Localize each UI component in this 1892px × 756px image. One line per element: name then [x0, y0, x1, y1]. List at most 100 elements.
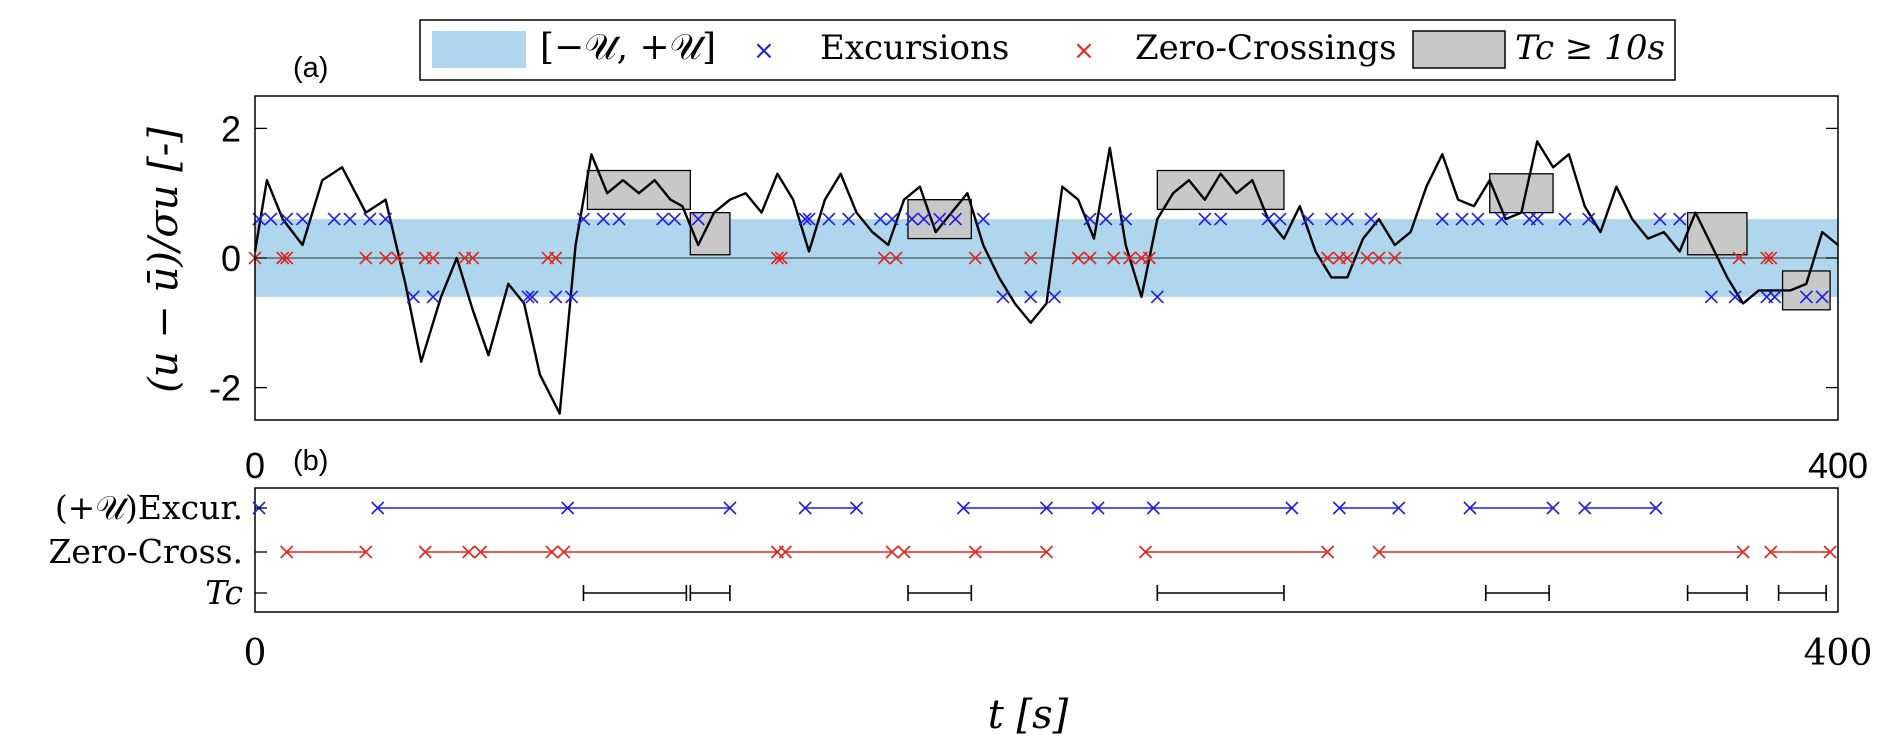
excursion-marker	[802, 212, 816, 226]
legend-band-label: [−𝒰, +𝒰]	[540, 27, 716, 68]
zero-crossing-marker-stroke-b	[1107, 251, 1121, 265]
zero-crossing-marker-stroke-b	[1372, 251, 1386, 265]
row-marker	[956, 501, 970, 515]
row-marker-stroke-b	[1285, 501, 1299, 515]
excursion-marker	[1261, 212, 1275, 226]
excursion-marker-stroke-b	[295, 212, 310, 226]
zero-crossing-marker	[276, 251, 290, 265]
excursion-marker	[798, 212, 812, 226]
excursion-marker	[1704, 290, 1718, 304]
row-marker	[1332, 501, 1346, 515]
excursion-marker	[691, 212, 705, 226]
row-marker	[418, 545, 432, 559]
excursion-marker	[1273, 212, 1287, 226]
row-marker-stroke-b	[474, 545, 488, 559]
row-marker	[1039, 545, 1054, 559]
panel-b-plot	[252, 487, 1839, 613]
excursion-marker-stroke-b	[802, 212, 816, 226]
zero-crossing-marker	[1388, 251, 1402, 265]
panel-a-ylabel: (u − ū)/σu [-]	[141, 127, 187, 393]
zero-crossing-marker-stroke-b	[968, 251, 982, 265]
zero-crossing-marker	[1083, 251, 1097, 265]
zero-crossing-marker-stroke-b	[1083, 251, 1097, 265]
zero-crossing-marker-stroke-b	[379, 251, 393, 265]
zero-crossing-marker-stroke-b	[877, 251, 891, 265]
excursion-marker-stroke-b	[1815, 290, 1829, 304]
excursion-marker	[822, 212, 836, 226]
excursion-marker	[1024, 290, 1038, 304]
excursion-marker	[406, 290, 420, 304]
row-marker-stroke-b	[1578, 501, 1592, 515]
row-marker	[557, 545, 571, 559]
zero-crossing-marker	[1340, 251, 1354, 265]
tc-box	[586, 169, 691, 211]
zero-crossing-marker-stroke-b	[390, 251, 405, 265]
row-marker	[1285, 501, 1299, 515]
excursion-marker-stroke-b	[1261, 212, 1275, 226]
zero-crossing-marker-stroke-b	[1764, 251, 1778, 265]
row-marker	[778, 545, 792, 559]
y-tick-label: -2	[209, 368, 241, 409]
excursion-marker-stroke-b	[1273, 212, 1287, 226]
excursion-marker-stroke-b	[1214, 212, 1228, 226]
row-marker-stroke-b	[462, 545, 476, 559]
row-marker	[1146, 501, 1160, 515]
legend-tc-swatch	[1412, 30, 1506, 69]
row-marker-stroke-b	[968, 545, 982, 559]
excursion-marker-stroke-b	[1704, 290, 1718, 304]
panel-a-plot	[248, 95, 1839, 421]
row-marker-stroke-b	[885, 545, 899, 559]
zero-crossing-marker	[466, 251, 480, 265]
excursion-marker-stroke-b	[1099, 212, 1113, 226]
zero-crossing-marker	[1320, 251, 1335, 265]
zero-crossing-marker-stroke-b	[1760, 251, 1774, 265]
excursion-marker	[842, 212, 856, 226]
row-marker-stroke-b	[1764, 545, 1778, 559]
excursion-marker	[996, 290, 1010, 304]
zero-crossing-marker	[1372, 251, 1386, 265]
excursion-marker	[549, 290, 563, 304]
panel-b-frame	[254, 487, 1839, 613]
excursion-marker	[327, 212, 341, 226]
zero-crossing-marker-stroke-b	[1732, 251, 1746, 265]
x-tick-label: 400	[1808, 445, 1868, 486]
legend-band-swatch	[432, 31, 526, 68]
row-marker	[280, 545, 294, 559]
excursion-marker	[1364, 212, 1378, 226]
excursion-marker-stroke-b	[976, 212, 990, 226]
excursion-marker-stroke-b	[656, 212, 670, 226]
excursion-marker-stroke-b	[996, 290, 1010, 304]
row-marker-stroke-b	[1146, 501, 1160, 515]
row-marker-stroke-b	[723, 501, 737, 515]
zero-crossing-marker-stroke-b	[1320, 251, 1335, 265]
zero-crossing-marker	[1123, 251, 1137, 265]
excursion-marker	[295, 212, 310, 226]
row-marker-stroke-b	[1823, 545, 1837, 559]
excursion-marker-stroke-b	[1324, 212, 1339, 226]
excursion-marker	[1728, 290, 1742, 304]
excursion-marker-stroke-b	[798, 212, 812, 226]
legend-tc-label: Tc ≥ 10s	[1515, 28, 1665, 68]
excursion-marker-stroke-b	[327, 212, 341, 226]
panel-b-tag: (b)	[293, 445, 328, 477]
x-axis-label: t [s]	[988, 692, 1069, 738]
row-marker-stroke-b	[557, 545, 571, 559]
tc-box	[907, 199, 972, 240]
zero-crossing-marker-stroke-b	[276, 251, 290, 265]
zero-crossing-marker	[889, 251, 903, 265]
excursion-marker-stroke-b	[948, 212, 963, 226]
tc-box	[1489, 173, 1554, 214]
excursion-marker-stroke-b	[1198, 212, 1212, 226]
excursion-marker	[565, 290, 579, 304]
excursion-marker	[1150, 290, 1164, 304]
zero-crossing-marker-stroke-b	[889, 251, 903, 265]
row-label: (+𝒰)Excur.	[55, 488, 243, 527]
excursion-marker-stroke-b	[565, 290, 579, 304]
excursion-marker	[426, 290, 440, 304]
zero-crossing-marker-stroke-b	[770, 251, 784, 265]
row-marker-stroke-b	[1039, 545, 1054, 559]
excursion-marker-stroke-b	[1768, 290, 1782, 304]
excursion-marker-stroke-b	[1364, 212, 1378, 226]
zero-crossing-marker	[1071, 251, 1085, 265]
